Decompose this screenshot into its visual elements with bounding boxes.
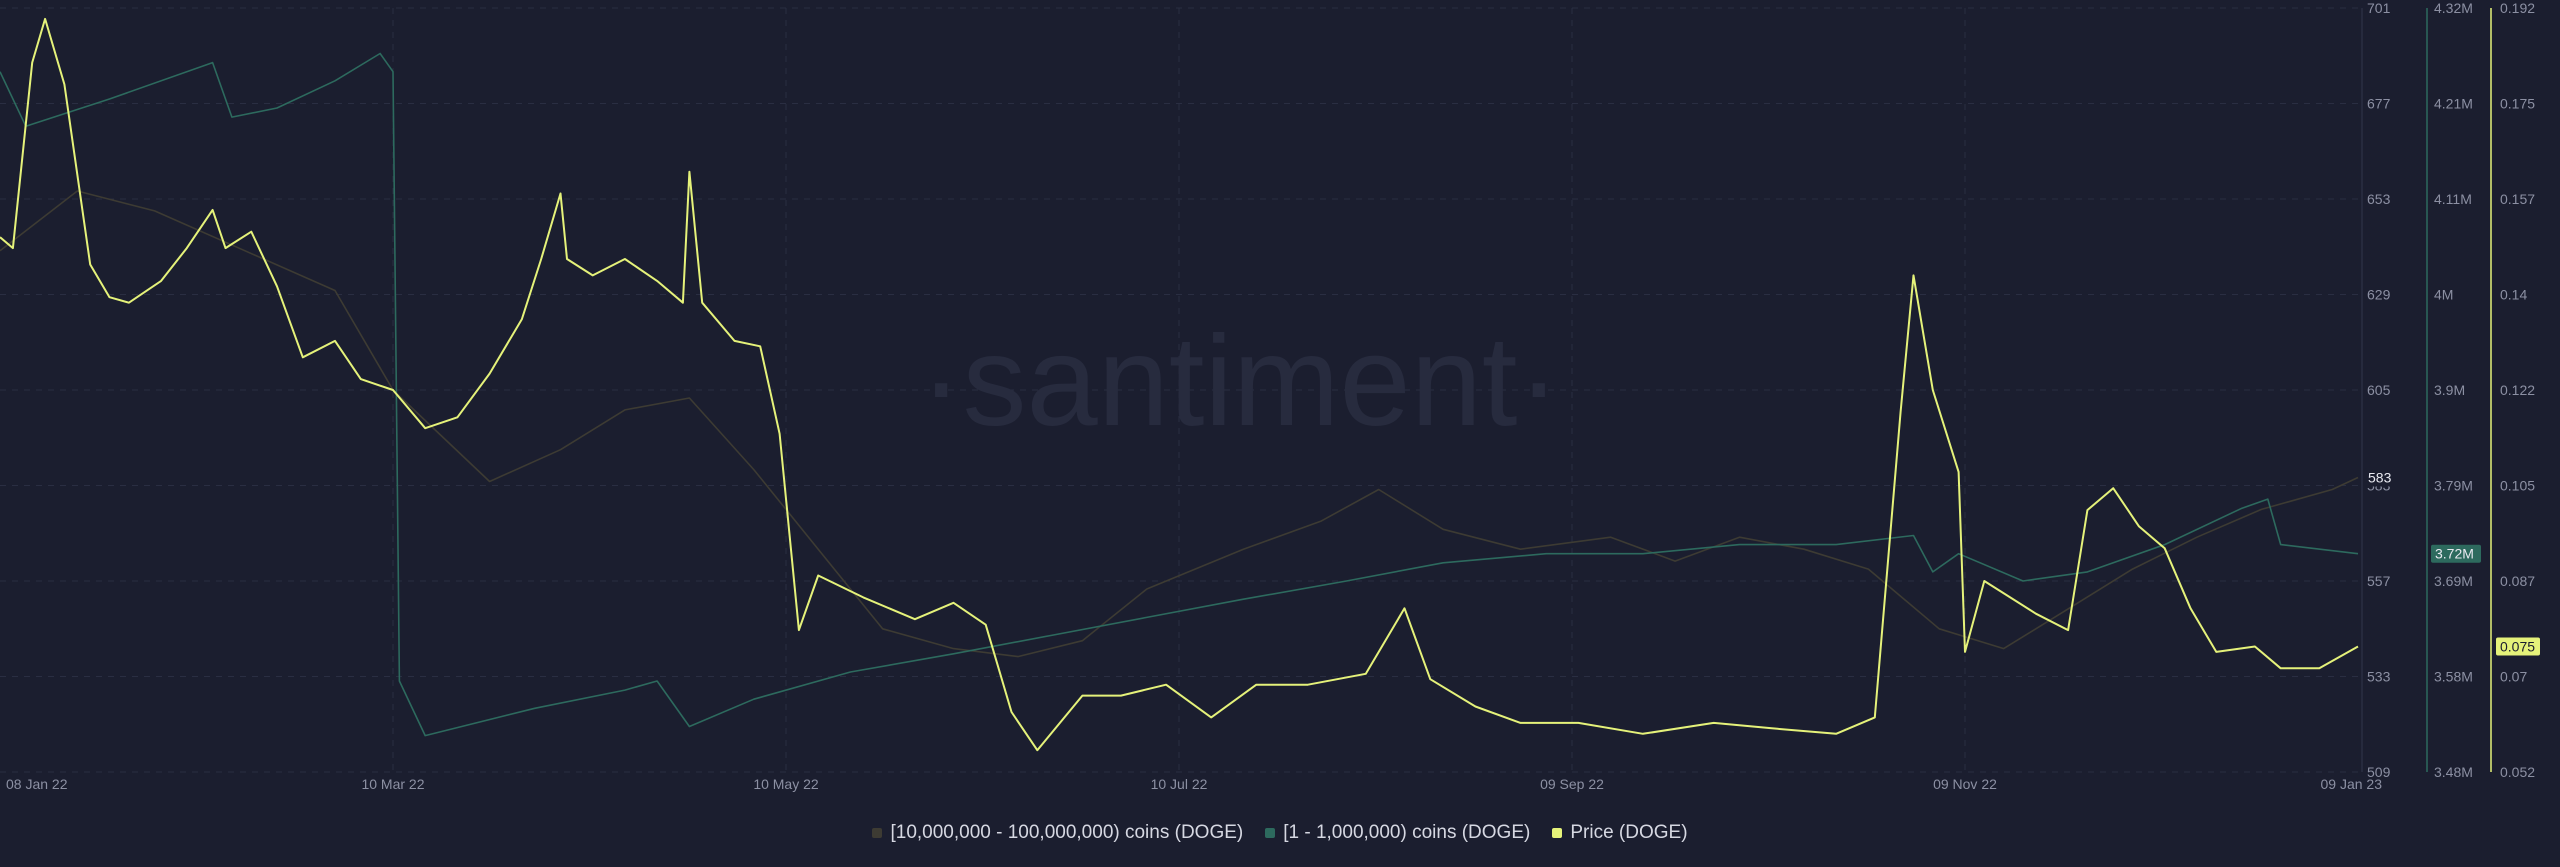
current-badge-count-bg [2364, 468, 2414, 487]
y-tick-label: 4.11M [2434, 191, 2472, 207]
y-tick-label: 3.69M [2434, 573, 2473, 589]
y-tick-label: 0.192 [2500, 0, 2535, 16]
current-badge-addresses: 3.72M [2435, 546, 2474, 562]
legend-item-price[interactable]: Price (DOGE) [1552, 822, 1688, 844]
y-tick-label: 605 [2367, 382, 2391, 398]
series-layer [0, 17, 2359, 752]
x-tick-label: 09 Sep 22 [1540, 776, 1604, 792]
y-tick-label: 3.9M [2434, 382, 2465, 398]
y-tick-label: 3.58M [2434, 669, 2473, 685]
y-tick-label: 0.14 [2500, 287, 2527, 303]
y-tick-label: 0.07 [2500, 669, 2527, 685]
legend-label-whales: [10,000,000 - 100,000,000) coins (DOGE) [890, 822, 1244, 843]
legend-item-whales[interactable]: [10,000,000 - 100,000,000) coins (DOGE) [872, 822, 1243, 844]
y-tick-label: 0.052 [2500, 764, 2535, 780]
legend-item-addresses[interactable]: [1 - 1,000,000) coins (DOGE) [1265, 822, 1530, 844]
current-badge-addresses-bg [2431, 544, 2481, 563]
y-tick-label: 0.105 [2500, 478, 2535, 494]
x-tick-label: 09 Jan 23 [2321, 776, 2383, 792]
y-tick-label: 3.79M [2434, 478, 2473, 494]
x-tick-label: 10 Mar 22 [361, 776, 424, 792]
x-tick-label: 10 May 22 [753, 776, 819, 792]
y-tick-label: 701 [2367, 0, 2391, 16]
y-tick-label: 509 [2367, 764, 2391, 780]
y-tick-label: 4.21M [2434, 96, 2473, 112]
legend-swatch-whales [872, 828, 883, 838]
y-tick-label: 533 [2367, 669, 2391, 685]
x-tick-label: 09 Nov 22 [1933, 776, 1997, 792]
y-tick-label: 0.122 [2500, 382, 2535, 398]
series-line-addresses [0, 52, 2359, 737]
y-tick-label: 557 [2367, 573, 2391, 589]
legend-swatch-price [1552, 828, 1563, 838]
y-tick-label: 3.48M [2434, 764, 2473, 780]
y-tick-label: 0.087 [2500, 573, 2535, 589]
current-badge-price: 0.075 [2500, 638, 2535, 654]
x-tick-label: 08 Jan 22 [6, 776, 68, 792]
legend-swatch-addresses [1265, 828, 1276, 838]
x-tick-label: 10 Jul 22 [1151, 776, 1208, 792]
series-line-left_count [0, 190, 2359, 658]
current-badge-price-bg [2496, 637, 2540, 656]
series-line-price [0, 17, 2359, 752]
y-tick-label: 677 [2367, 96, 2391, 112]
legend-label-addresses: [1 - 1,000,000) coins (DOGE) [1283, 822, 1531, 843]
y-tick-label: 629 [2367, 287, 2391, 303]
legend-label-price: Price (DOGE) [1570, 822, 1688, 843]
santiment-watermark: ·santiment· [920, 310, 1560, 453]
legend: [10,000,000 - 100,000,000) coins (DOGE) … [0, 818, 2560, 848]
y-tick-label: 653 [2367, 191, 2391, 207]
current-badge-count: 583 [2368, 470, 2392, 486]
y-tick-label: 4M [2434, 287, 2453, 303]
axes-layer: 08 Jan 22 10 Mar 22 10 May 22 10 Jul 22 09 S… [6, 0, 2540, 792]
y-tick-label: 4.32M [2434, 0, 2473, 16]
y-tick-label: 0.175 [2500, 96, 2535, 112]
y-tick-label: 0.157 [2500, 191, 2535, 207]
